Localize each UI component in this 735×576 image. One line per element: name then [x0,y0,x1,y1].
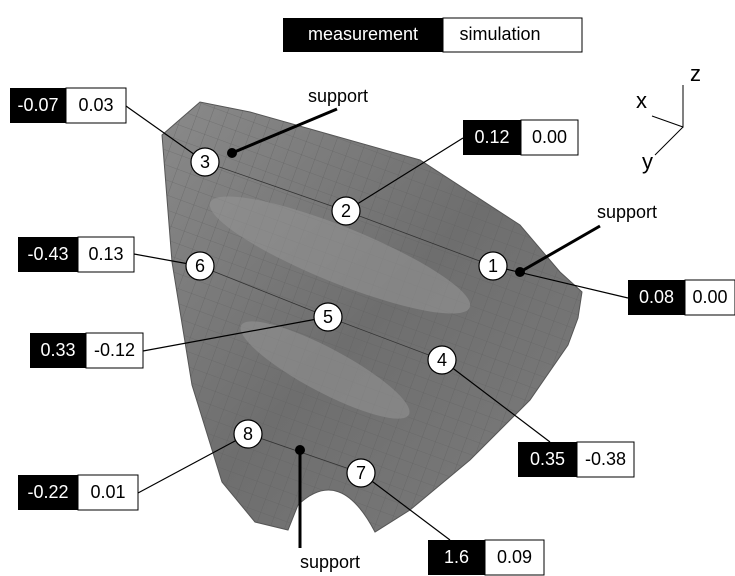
axis-lines [652,85,683,155]
point-label: 8 [243,424,253,444]
measurement-value: 0.08 [639,287,674,307]
point-label: 5 [323,307,333,327]
simulation-value: -0.12 [94,340,135,360]
simulation-value: -0.38 [585,449,626,469]
point-label: 4 [437,350,447,370]
measurement-value: -0.43 [27,244,68,264]
support-label: support [597,202,657,222]
support-point [227,148,237,158]
legend-measurement: measurement [308,24,418,44]
support-point [515,267,525,277]
measurement-value: 1.6 [444,547,469,567]
axis-y: y [642,149,653,174]
simulation-value: 0.13 [88,244,123,264]
measurement-value: -0.07 [17,95,58,115]
point-label: 3 [200,152,210,172]
axis-z: z [690,61,701,86]
point-label: 7 [356,463,366,483]
measurement-value: 0.35 [530,449,565,469]
legend-simulation: simulation [459,24,540,44]
support-label: support [300,552,360,572]
simulation-value: 0.03 [78,95,113,115]
figure: 1 0.08 0.00 2 0.12 0.00 3 -0.07 0.03 4 0.35 -0.38 5 0… [0,0,735,576]
simulation-value: 0.01 [90,482,125,502]
support-point [295,445,305,455]
measurement-value: 0.33 [40,340,75,360]
legend: measurement simulation [283,18,582,52]
point-label: 2 [341,201,351,221]
simulation-value: 0.00 [532,127,567,147]
simulation-value: 0.09 [497,547,532,567]
axis-x: x [636,88,647,113]
axes-triad [652,85,683,155]
point-label: 6 [195,256,205,276]
measurement-value: 0.12 [474,127,509,147]
simulation-value: 0.00 [692,287,727,307]
support-label: support [308,86,368,106]
point-label: 1 [488,256,498,276]
measurement-value: -0.22 [27,482,68,502]
